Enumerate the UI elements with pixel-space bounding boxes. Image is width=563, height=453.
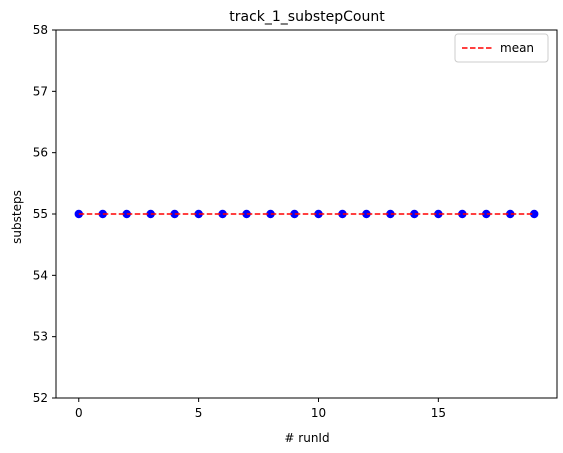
data-point (218, 209, 227, 219)
data-point (458, 209, 467, 219)
data-point (410, 209, 419, 219)
data-point (314, 209, 323, 219)
y-tick-label: 57 (33, 84, 48, 98)
y-axis-label: substeps (10, 190, 24, 244)
data-point (122, 209, 131, 219)
data-point (266, 209, 275, 219)
data-point (290, 209, 299, 219)
data-point (98, 209, 107, 219)
y-tick-label: 52 (33, 391, 48, 405)
x-tick-label: 5 (195, 406, 203, 420)
y-tick-label: 53 (33, 330, 48, 344)
x-tick-label: 10 (311, 406, 326, 420)
data-point (530, 209, 539, 219)
data-point (146, 209, 155, 219)
axes-layer: 0 5 10 15 52 53 54 55 56 57 58 (33, 23, 446, 420)
data-point (434, 209, 443, 219)
data-point (506, 209, 515, 219)
data-point (362, 209, 371, 219)
data-point (482, 209, 491, 219)
data-point (194, 209, 203, 219)
chart-title: track_1_substepCount (229, 9, 385, 25)
legend-mean-label: mean (500, 41, 534, 55)
plot-layer (74, 209, 539, 219)
y-tick-label: 54 (33, 268, 48, 282)
data-point (242, 209, 251, 219)
x-tick-label: 0 (75, 406, 83, 420)
data-point (338, 209, 347, 219)
y-tick-label: 56 (33, 146, 48, 160)
legend-box (454, 33, 549, 63)
data-point (170, 209, 179, 219)
data-point (386, 209, 395, 219)
y-tick-label: 58 (33, 23, 48, 37)
x-tick-label: 15 (431, 406, 446, 420)
legend: mean (454, 33, 549, 63)
plot-frame (55, 29, 558, 399)
y-tick-label: 55 (33, 207, 48, 221)
x-axis-label: # runId (284, 431, 329, 445)
